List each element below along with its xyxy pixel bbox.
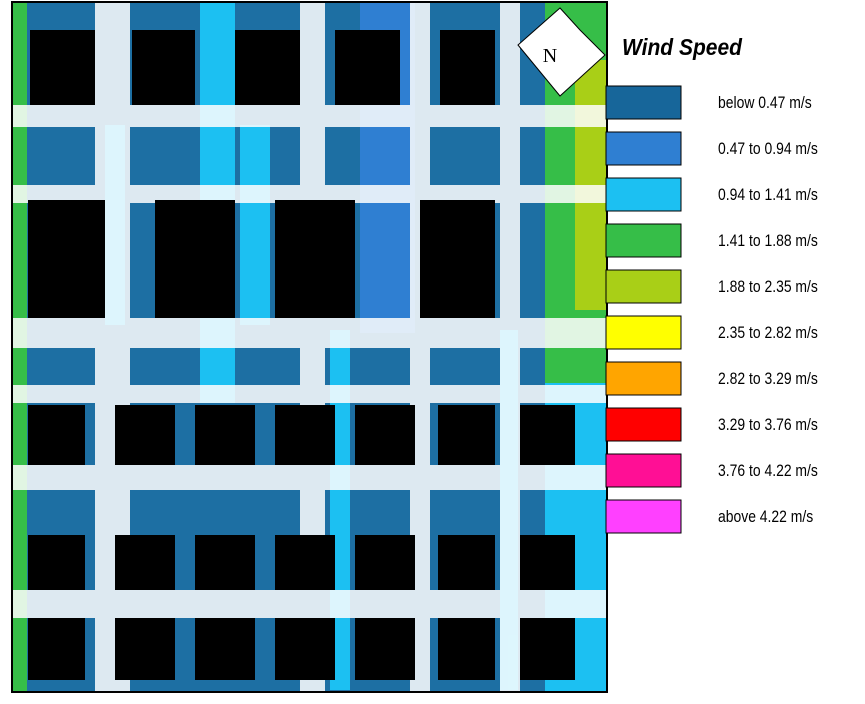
legend-swatch — [605, 223, 682, 258]
building — [520, 535, 575, 590]
legend-swatch — [605, 453, 682, 488]
legend-swatch — [605, 85, 682, 120]
building — [355, 618, 415, 680]
building — [132, 30, 195, 105]
building — [520, 618, 575, 680]
legend-label: below 0.47 m/s — [718, 94, 812, 113]
legend-swatch — [605, 407, 682, 442]
building — [195, 535, 255, 590]
building — [520, 405, 575, 465]
building — [195, 618, 255, 680]
building — [440, 30, 495, 105]
building — [28, 618, 85, 680]
building — [438, 405, 495, 465]
legend-label: 2.82 to 3.29 m/s — [718, 370, 818, 389]
legend-swatch — [605, 269, 682, 304]
legend-label: 1.88 to 2.35 m/s — [718, 278, 818, 297]
building — [275, 200, 355, 318]
compass-arrow — [517, 7, 606, 97]
building — [335, 30, 400, 105]
legend: below 0.47 m/s 0.47 to 0.94 m/s 0.94 to 1.… — [605, 85, 818, 534]
legend-swatch — [605, 177, 682, 212]
building — [28, 200, 105, 318]
building — [438, 618, 495, 680]
legend-label: 2.35 to 2.82 m/s — [718, 324, 818, 343]
building — [438, 535, 495, 590]
legend-label: above 4.22 m/s — [718, 508, 813, 527]
building — [275, 535, 335, 590]
building — [28, 535, 85, 590]
building — [115, 618, 175, 680]
legend-label: 3.76 to 4.22 m/s — [718, 462, 818, 481]
legend-swatch — [605, 499, 682, 534]
building — [28, 405, 85, 465]
building — [275, 618, 335, 680]
compass: N — [517, 7, 606, 97]
legend-swatch — [605, 315, 682, 350]
legend-swatch — [605, 361, 682, 396]
legend-swatch — [605, 131, 682, 166]
legend-label: 3.29 to 3.76 m/s — [718, 416, 818, 435]
building — [115, 535, 175, 590]
building — [275, 405, 335, 465]
legend-label: 1.41 to 1.88 m/s — [718, 232, 818, 251]
street — [500, 3, 520, 691]
building — [355, 405, 415, 465]
legend-label: 0.94 to 1.41 m/s — [718, 186, 818, 205]
building — [30, 30, 95, 105]
compass-label: N — [543, 45, 557, 67]
channel — [240, 125, 270, 325]
street — [95, 3, 115, 691]
wind-map — [11, 1, 608, 693]
legend-label: 0.47 to 0.94 m/s — [718, 140, 818, 159]
building — [155, 200, 235, 318]
building — [195, 405, 255, 465]
street — [115, 3, 130, 691]
building — [115, 405, 175, 465]
building — [235, 30, 300, 105]
building — [420, 200, 495, 318]
legend-title: Wind Speed — [622, 34, 743, 60]
street — [410, 3, 430, 691]
building — [355, 535, 415, 590]
